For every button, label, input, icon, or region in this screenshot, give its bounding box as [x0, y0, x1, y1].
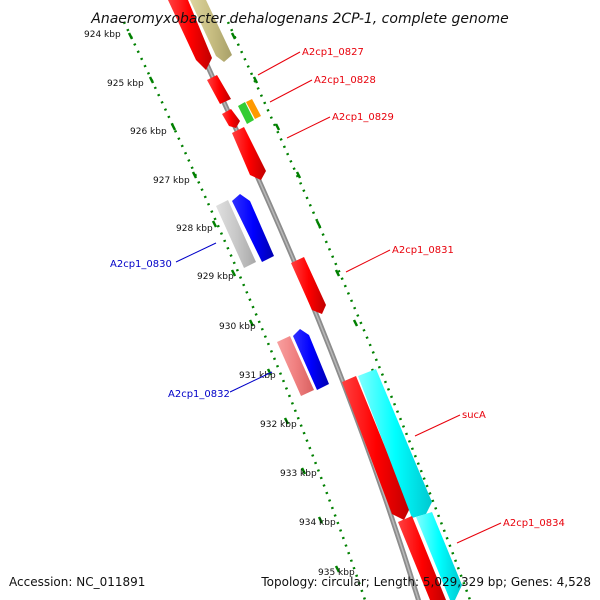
gene-label[interactable]: A2cp1_0827: [302, 47, 364, 58]
tick-label: 932 kbp: [260, 420, 297, 430]
gene-feature-orange[interactable]: [246, 99, 261, 119]
gene-label[interactable]: A2cp1_0831: [392, 245, 454, 256]
gene-feature-cyan-long[interactable]: [358, 369, 432, 518]
gene-feature-red-bottom[interactable]: [398, 516, 446, 600]
tick-label: 933 kbp: [280, 469, 317, 479]
label-leaders: [175, 51, 502, 544]
gene-feature-blue[interactable]: [232, 194, 274, 262]
gene-feature-grey[interactable]: [216, 200, 256, 268]
tick-label: 925 kbp: [107, 79, 144, 89]
gene-feature-pink[interactable]: [277, 336, 314, 396]
tick-label: 927 kbp: [153, 176, 190, 186]
gene-label[interactable]: sucA: [462, 410, 486, 421]
tick-label: 924 kbp: [84, 30, 121, 40]
gene-features: [168, 0, 462, 600]
gene-labels: A2cp1_0827 A2cp1_0828 A2cp1_0829 A2cp1_0…: [110, 47, 565, 529]
map-title: Anaeromyxobacter dehalogenans 2CP-1, com…: [90, 11, 508, 27]
inner-tick-track: [122, 21, 367, 600]
gene-feature-top-khaki[interactable]: [190, 0, 232, 62]
gene-feature-top-red[interactable]: [168, 0, 212, 70]
gene-label[interactable]: A2cp1_0834: [503, 518, 565, 529]
genome-summary-text: Topology: circular; Length: 5,029,329 bp…: [260, 575, 591, 589]
gene-feature-cyan-bottom[interactable]: [416, 512, 462, 600]
accession-text: Accession: NC_011891: [9, 575, 145, 589]
gene-feature-red[interactable]: [291, 257, 326, 314]
gene-feature-red-long[interactable]: [342, 376, 410, 520]
tick-label: 930 kbp: [219, 322, 256, 332]
gene-label[interactable]: A2cp1_0829: [332, 112, 394, 123]
tick-label: 935 kbp: [318, 568, 355, 578]
gene-feature-blue[interactable]: [293, 329, 329, 390]
outer-tick-track: [226, 21, 472, 600]
gene-feature-red[interactable]: [232, 127, 266, 180]
gene-feature-red[interactable]: [207, 75, 231, 104]
tick-label: 934 kbp: [299, 518, 336, 528]
gene-feature-green[interactable]: [238, 102, 254, 124]
gene-label[interactable]: A2cp1_0830: [110, 259, 172, 270]
gene-label[interactable]: A2cp1_0828: [314, 75, 376, 86]
gene-label[interactable]: A2cp1_0832: [168, 389, 230, 400]
tick-label: 928 kbp: [176, 224, 213, 234]
gene-feature-red[interactable]: [222, 109, 240, 128]
tick-label: 926 kbp: [130, 127, 167, 137]
tick-label: 929 kbp: [197, 272, 234, 282]
tick-labels: 924 kbp 925 kbp 926 kbp 927 kbp 928 kbp …: [84, 30, 355, 578]
tick-label: 931 kbp: [239, 371, 276, 381]
